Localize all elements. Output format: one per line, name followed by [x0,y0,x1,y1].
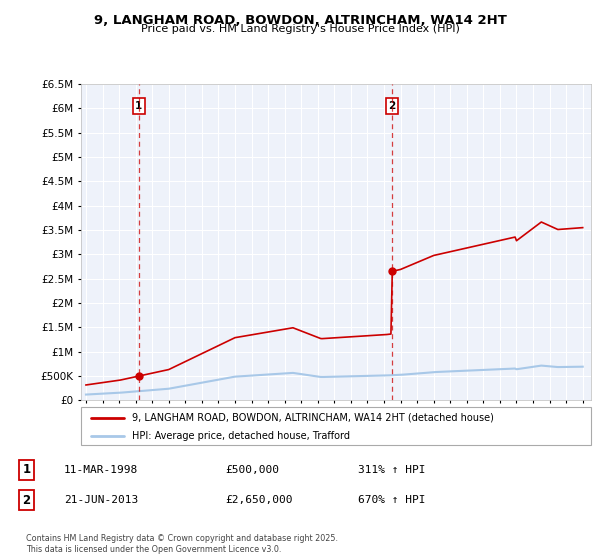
Text: Price paid vs. HM Land Registry's House Price Index (HPI): Price paid vs. HM Land Registry's House … [140,24,460,34]
Text: 2: 2 [22,494,31,507]
Text: 11-MAR-1998: 11-MAR-1998 [64,465,138,475]
Text: 2: 2 [388,101,395,111]
Text: 9, LANGHAM ROAD, BOWDON, ALTRINCHAM, WA14 2HT (detached house): 9, LANGHAM ROAD, BOWDON, ALTRINCHAM, WA1… [132,413,494,423]
Text: 9, LANGHAM ROAD, BOWDON, ALTRINCHAM, WA14 2HT: 9, LANGHAM ROAD, BOWDON, ALTRINCHAM, WA1… [94,14,506,27]
Text: £2,650,000: £2,650,000 [225,496,293,506]
Text: This data is licensed under the Open Government Licence v3.0.: This data is licensed under the Open Gov… [26,545,282,554]
Text: Contains HM Land Registry data © Crown copyright and database right 2025.: Contains HM Land Registry data © Crown c… [26,534,338,543]
Text: 670% ↑ HPI: 670% ↑ HPI [358,496,425,506]
Text: HPI: Average price, detached house, Trafford: HPI: Average price, detached house, Traf… [132,431,350,441]
Text: 1: 1 [135,101,142,111]
Text: 21-JUN-2013: 21-JUN-2013 [64,496,138,506]
Text: £500,000: £500,000 [225,465,279,475]
Text: 311% ↑ HPI: 311% ↑ HPI [358,465,425,475]
Text: 1: 1 [22,463,31,477]
